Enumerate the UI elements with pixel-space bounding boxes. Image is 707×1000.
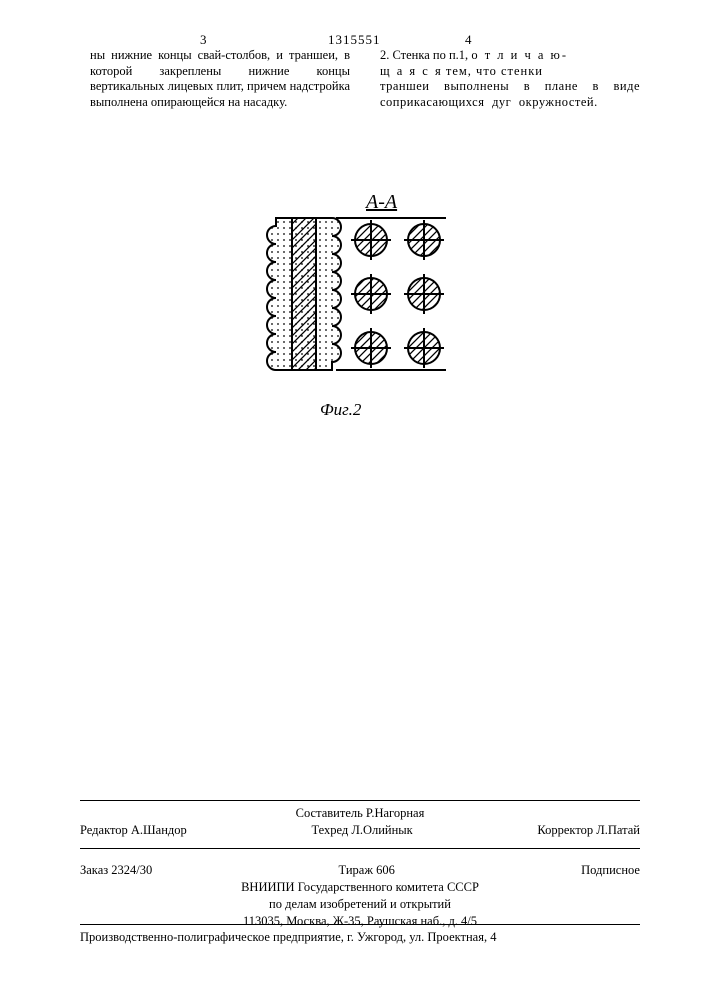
org-line1: ВНИИПИ Государственного комитета СССР <box>80 879 640 896</box>
col-right-lead: 2. Стенка по п.1, <box>380 48 471 62</box>
figure-2: А-А <box>246 190 466 400</box>
trench <box>267 218 341 370</box>
compiler: Составитель Р.Нагорная <box>80 805 640 822</box>
print-run: Тираж 606 <box>339 862 395 879</box>
footer: Составитель Р.Нагорная Редактор А.Шандор… <box>80 805 640 839</box>
page-number-left: 3 <box>200 32 207 48</box>
pile <box>351 220 391 260</box>
pile <box>404 220 444 260</box>
order-number: Заказ 2324/30 <box>80 862 152 879</box>
column-left: ны нижние концы свай-столбов, и траншеи,… <box>90 48 350 111</box>
footer2: Заказ 2324/30 Тираж 606 Подписное ВНИИПИ… <box>80 854 640 930</box>
org-address: 113035, Москва, Ж-35, Раушская наб., д. … <box>80 913 640 930</box>
col-right-rest: траншеи выполнены в плане в виде соприка… <box>380 79 640 109</box>
col-right-l2a: щ а я с я <box>380 64 443 78</box>
pile <box>404 328 444 368</box>
org-line2: по делам изобретений и открытий <box>80 896 640 913</box>
rule-2 <box>80 848 640 849</box>
col-left-text: ны нижние концы свай-столбов, и траншеи,… <box>90 48 350 109</box>
pile <box>351 328 391 368</box>
pile <box>351 274 391 314</box>
pile <box>404 274 444 314</box>
column-right: 2. Стенка по п.1, о т л и ч а ю- щ а я с… <box>380 48 640 111</box>
proofreader: Корректор Л.Патай <box>537 822 640 839</box>
piles <box>351 220 444 368</box>
col-right-sp1: о т л и ч а ю- <box>471 48 568 62</box>
techred: Техред Л.Олийнык <box>311 822 412 839</box>
editor: Редактор А.Шандор <box>80 822 187 839</box>
page-number-right: 4 <box>465 32 472 48</box>
section-label: А-А <box>364 191 398 213</box>
document-number: 1315551 <box>328 32 381 48</box>
producer: Производственно-полиграфическое предприя… <box>80 930 640 945</box>
col-right-l2b: тем, что стенки <box>446 64 543 78</box>
signed: Подписное <box>581 862 640 879</box>
figure-caption: Фиг.2 <box>320 400 361 420</box>
rule-1 <box>80 800 640 801</box>
rule-3 <box>80 924 640 925</box>
